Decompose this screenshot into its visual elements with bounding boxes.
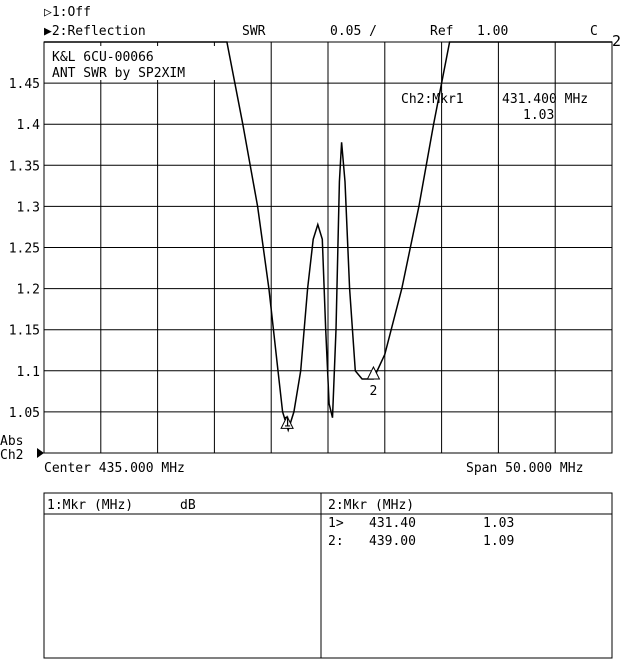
marker-label: 2 <box>370 384 378 399</box>
marker-readout-freq: 431.400 MHz <box>502 92 588 107</box>
row2-value: 1.09 <box>483 534 514 549</box>
scale-label: 0.05 / <box>330 24 377 39</box>
y-tick-label: 1.3 <box>17 200 40 215</box>
annotation-line2: ANT SWR by SP2XIM <box>52 66 185 81</box>
y-tick-label: 1.15 <box>9 324 40 339</box>
ch2-status: ▶2:Reflection <box>44 24 146 39</box>
center-frequency: Center 435.000 MHz <box>44 461 185 476</box>
ch1-status: ▷1:Off <box>44 5 91 20</box>
row2-id: 2: <box>328 534 344 549</box>
row2-freq: 439.00 <box>369 534 416 549</box>
y-axis-ticks: 1.05 1.1 1.15 1.2 1.25 1.3 1.35 1.4 1.45 <box>9 77 40 421</box>
plot-grid <box>43 41 613 454</box>
row1-id: 1> <box>328 516 344 531</box>
left-table-header: 1:Mkr (MHz) dB <box>47 498 196 513</box>
marker-readout-label: Ch2:Mkr1 <box>401 92 464 107</box>
row1-freq: 431.40 <box>369 516 416 531</box>
y-tick-label: 1.4 <box>17 118 41 133</box>
y-tick-label: 1.1 <box>17 365 40 380</box>
marker-tables: 1:Mkr (MHz) dB 2:Mkr (MHz) 1> 431.40 1.0… <box>43 492 613 659</box>
ref-label-ch: Ch2 <box>0 448 23 463</box>
annotation-line1: K&L 6CU-00066 <box>52 50 154 65</box>
ref-position-icon <box>37 448 44 458</box>
right-table-header: 2:Mkr (MHz) <box>328 498 414 513</box>
y-tick-label: 1.05 <box>9 406 40 421</box>
marker-label: 1 <box>283 415 291 430</box>
y-tick-label: 1.25 <box>9 242 40 257</box>
ref-label-abs: Abs <box>0 434 23 449</box>
y-tick-label: 1.2 <box>17 283 40 298</box>
row1-value: 1.03 <box>483 516 514 531</box>
y-tick-label: 1.35 <box>9 159 40 174</box>
channel-badge: 2 <box>612 32 621 50</box>
cal-indicator: C <box>590 24 598 39</box>
annotation-box <box>46 46 226 80</box>
trace-markers: 12 <box>280 365 381 430</box>
marker-triangle-icon <box>366 365 381 380</box>
marker-triangle-icon <box>280 415 294 429</box>
ref-label: Ref 1.00 <box>430 24 508 39</box>
swr-trace <box>44 41 612 433</box>
format-label: SWR <box>242 24 266 39</box>
marker-readout-value: 1.03 <box>523 108 554 123</box>
span-frequency: Span 50.000 MHz <box>466 461 583 476</box>
y-tick-label: 1.45 <box>9 77 40 92</box>
